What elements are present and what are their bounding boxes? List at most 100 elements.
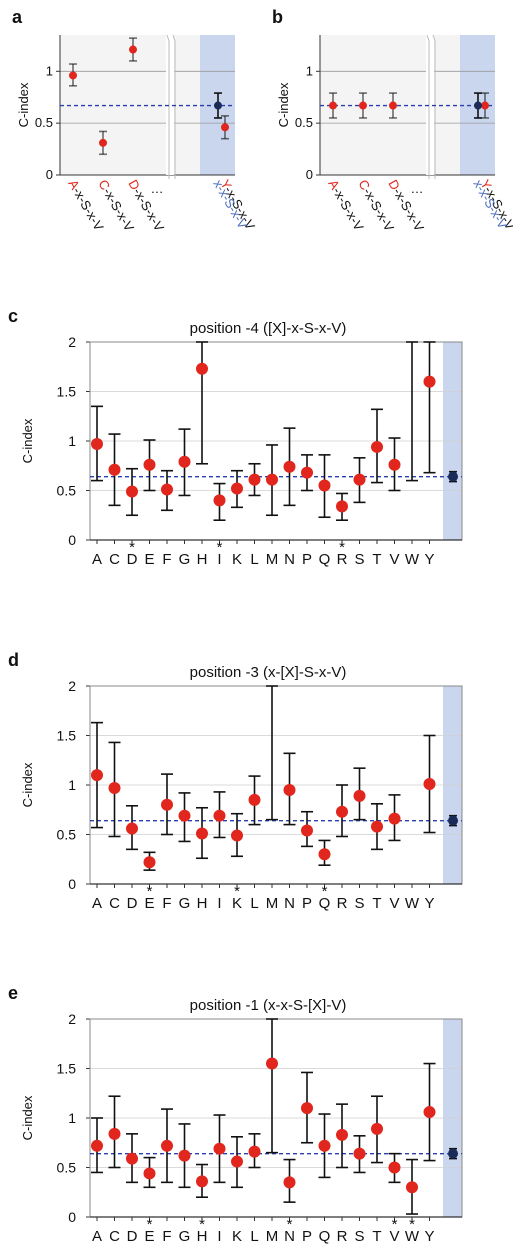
data-point-e-A	[91, 1139, 103, 1152]
x-tick-label-d: L	[250, 895, 258, 912]
error-bar-d-M	[266, 685, 278, 821]
data-point-c-Y	[423, 375, 436, 388]
x-tick-label-c: S	[354, 551, 364, 568]
significance-star-c-I: *	[217, 539, 223, 556]
x-tick-label-d: M	[266, 895, 279, 912]
data-point-d-Y	[423, 778, 436, 791]
data-point-a-Y	[221, 123, 229, 132]
reference-point-a	[214, 101, 222, 110]
data-point-e-N	[283, 1176, 296, 1189]
data-point-e-C	[108, 1127, 121, 1140]
x-tick-label-e: C	[109, 1228, 120, 1245]
x-tick-label-d: G	[179, 895, 191, 912]
x-tick-label-c: Q	[319, 551, 331, 568]
x-tick-label-c: W	[405, 551, 420, 568]
data-point-c-Q	[318, 479, 331, 492]
y-tick-label-c: 0	[68, 532, 76, 548]
data-point-d-T	[371, 820, 383, 833]
x-tick-label-d: E	[144, 895, 154, 912]
x-tick-label-c: G	[179, 551, 191, 568]
x-tick-label-c: E	[144, 551, 154, 568]
data-point-d-D	[126, 822, 138, 835]
x-tick-label-d: F	[162, 895, 171, 912]
y-tick-label-c: 1	[68, 433, 76, 449]
x-tick-label-d: Q	[319, 895, 331, 912]
y-tick-label-c: 1.5	[57, 384, 77, 400]
x-tick-label-d: C	[109, 895, 120, 912]
x-tick-label-d: K	[232, 895, 242, 912]
significance-star-e-W: *	[409, 1216, 415, 1233]
data-point-d-Q	[318, 848, 331, 861]
data-point-c-L	[248, 473, 261, 486]
y-tick-label-b: 0.5	[295, 115, 313, 130]
data-point-e-E	[143, 1167, 156, 1180]
x-tick-label-e: R	[337, 1228, 348, 1245]
x-tick-label-c: N	[284, 551, 295, 568]
data-point-d-G	[178, 809, 191, 822]
x-tick-label-c: T	[372, 551, 381, 568]
y-tick-label-a: 0	[46, 167, 53, 182]
data-point-c-M	[266, 473, 278, 486]
data-point-d-K	[231, 829, 243, 842]
reference-point-b	[474, 101, 482, 110]
panel-label-c: c	[8, 306, 18, 326]
y-tick-label-d: 0	[68, 876, 76, 892]
x-tick-label-c: C	[109, 551, 120, 568]
x-tick-label-d: R	[337, 895, 348, 912]
x-tick-label-d: I	[217, 895, 221, 912]
ellipsis-a: …	[151, 181, 164, 196]
data-point-e-K	[231, 1155, 243, 1168]
data-point-d-R	[336, 805, 348, 818]
y-tick-label-c: 0.5	[57, 483, 77, 499]
data-point-d-V	[388, 812, 401, 825]
chart-title-e: position -1 (x-x-S-[X]-V)	[190, 997, 347, 1014]
axis-break-line-b	[432, 34, 436, 179]
x-tick-label-e: Q	[319, 1228, 331, 1245]
axis-break-a	[166, 35, 174, 175]
data-point-c-N	[283, 460, 296, 473]
data-point-d-L	[248, 793, 261, 806]
data-point-a-C	[99, 138, 107, 147]
data-point-c-G	[178, 455, 191, 468]
x-tick-label-c: L	[250, 551, 258, 568]
significance-star-d-K: *	[234, 883, 240, 900]
error-bar-c-W	[406, 341, 418, 482]
x-tick-label-c: P	[302, 551, 312, 568]
reference-point-d	[448, 815, 458, 826]
y-tick-label-e: 2	[68, 1011, 76, 1027]
error-bar-c-Y	[423, 341, 436, 474]
data-point-e-Y	[423, 1106, 436, 1119]
x-tick-label-c: V	[389, 551, 399, 568]
y-tick-label-e: 0.5	[57, 1160, 77, 1176]
data-point-e-D	[126, 1152, 138, 1165]
x-tick-label-d: S	[354, 895, 364, 912]
y-tick-label-e: 0	[68, 1209, 76, 1225]
y-tick-label-b: 1	[306, 63, 313, 78]
data-point-d-A	[91, 769, 103, 782]
significance-star-c-R: *	[339, 539, 345, 556]
data-point-e-S	[353, 1147, 366, 1160]
axis-break-line-b	[426, 34, 430, 179]
chart-title-c: position -4 ([X]-x-S-x-V)	[190, 320, 347, 337]
x-tick-label-d: A	[92, 895, 102, 912]
x-tick-label-d: N	[284, 895, 295, 912]
x-tick-label-c: H	[197, 551, 208, 568]
panel-label-e: e	[8, 983, 18, 1003]
data-point-d-I	[213, 809, 226, 822]
data-point-d-E	[143, 856, 156, 869]
x-tick-label-e: A	[92, 1228, 102, 1245]
x-tick-label-c: M	[266, 551, 279, 568]
significance-star-e-N: *	[287, 1216, 293, 1233]
y-tick-label-a: 1	[46, 63, 53, 78]
data-point-c-H	[196, 362, 208, 375]
data-point-c-P	[301, 466, 313, 479]
x-tick-label-d: V	[389, 895, 399, 912]
data-point-e-R	[336, 1128, 348, 1141]
data-point-e-Q	[318, 1139, 331, 1152]
y-axis-label-a: C-index	[16, 82, 31, 127]
data-point-e-M	[266, 1057, 278, 1070]
data-point-c-T	[371, 440, 383, 453]
data-point-d-P	[301, 824, 313, 837]
x-tick-label-c: I	[217, 551, 221, 568]
